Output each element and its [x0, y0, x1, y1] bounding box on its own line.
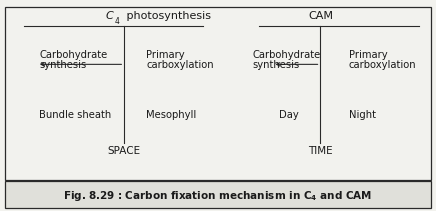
Text: C: C	[106, 11, 113, 21]
Text: Day: Day	[279, 110, 299, 120]
Text: Carbohydrate: Carbohydrate	[252, 50, 320, 60]
Text: carboxylation: carboxylation	[349, 60, 416, 70]
Text: Primary: Primary	[349, 50, 388, 60]
Text: CAM: CAM	[308, 11, 333, 21]
Bar	[5, 181, 431, 208]
Bar	[5, 7, 431, 180]
Text: carboxylation: carboxylation	[146, 60, 214, 70]
Text: Fig. 8.29 : Carbon fixation mechanism in $\mathregular{C_4}$ and CAM: Fig. 8.29 : Carbon fixation mechanism in…	[63, 189, 373, 203]
Text: Bundle sheath: Bundle sheath	[39, 110, 112, 120]
Text: SPACE: SPACE	[108, 146, 141, 156]
Text: synthesis: synthesis	[39, 60, 86, 70]
Text: Primary: Primary	[146, 50, 185, 60]
Text: Carbohydrate: Carbohydrate	[39, 50, 108, 60]
Text: Mesophyll: Mesophyll	[146, 110, 196, 120]
Text: synthesis: synthesis	[252, 60, 299, 70]
Text: Night: Night	[349, 110, 376, 120]
Text: 4: 4	[114, 17, 119, 26]
Text: TIME: TIME	[308, 146, 333, 156]
Text: photosynthesis: photosynthesis	[123, 11, 211, 21]
